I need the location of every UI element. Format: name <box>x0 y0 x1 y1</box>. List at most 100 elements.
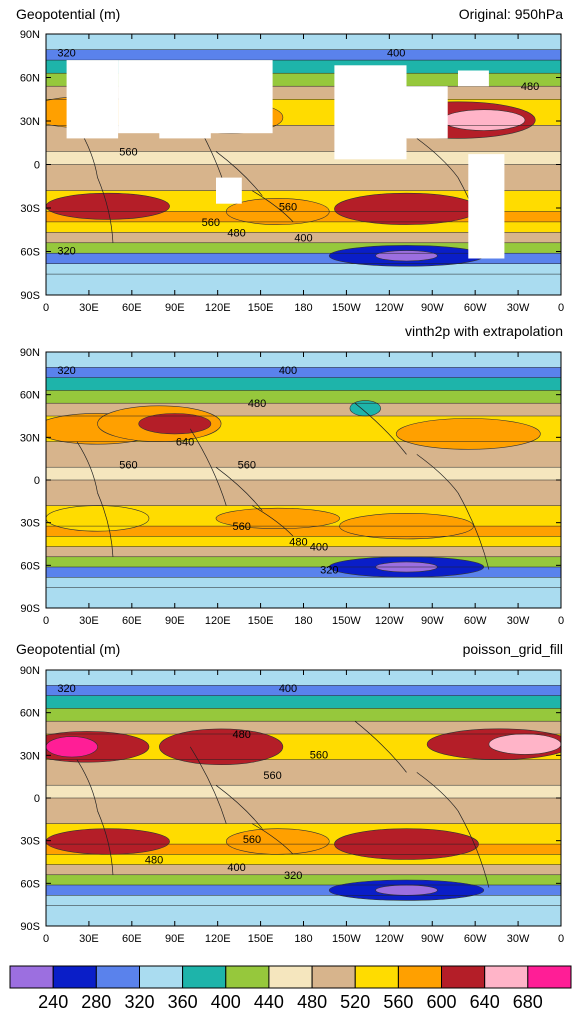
coastline <box>189 428 227 506</box>
colorbar-swatch <box>484 965 529 989</box>
y-tick-label: 90S <box>20 921 40 933</box>
x-tick-label: 60E <box>122 615 142 627</box>
x-tick-label: 150W <box>332 302 361 314</box>
field-band <box>46 895 561 907</box>
field-band <box>46 854 561 866</box>
map-fill <box>46 352 561 608</box>
contour-label: 480 <box>233 729 251 741</box>
colorbar-swatch <box>225 965 270 989</box>
colorbar: 240 280 320 360 400 440 480 520 560 600 640 680 <box>9 965 572 1012</box>
y-tick-label: 30N <box>20 432 40 444</box>
field-band <box>46 526 561 537</box>
field-cell <box>442 109 526 131</box>
y-tick-label: 30N <box>20 116 40 128</box>
field-band <box>46 685 561 697</box>
field-band <box>46 874 561 886</box>
panel-subtitle: vinth2p with extrapolation <box>405 323 563 339</box>
contour-label: 400 <box>387 47 405 59</box>
coastline <box>354 402 407 455</box>
coastline <box>354 720 407 773</box>
x-tick-label: 150E <box>248 302 274 314</box>
field-band <box>46 587 561 608</box>
x-tick-label: 120W <box>375 933 404 945</box>
colorbar-label: 280 <box>81 992 111 1012</box>
field-band <box>46 390 561 404</box>
field-band <box>46 274 561 295</box>
y-tick-label: 60S <box>20 560 40 572</box>
x-tick-label: 60W <box>464 302 487 314</box>
panel-subtitle: Original: 950hPa <box>459 6 564 22</box>
field-band <box>46 151 561 165</box>
colorbar-swatch <box>397 965 443 989</box>
x-tick-label: 90W <box>421 615 444 627</box>
x-tick-label: 150W <box>332 933 361 945</box>
coastline <box>251 190 294 223</box>
field-band <box>46 367 561 379</box>
contour-label: 400 <box>279 683 297 695</box>
x-tick-label: 0 <box>43 302 49 314</box>
colorbar-swatch <box>441 965 486 989</box>
missing-data-region <box>385 86 448 139</box>
colorbar-swatch <box>268 965 313 989</box>
colorbar-swatch <box>139 965 184 989</box>
x-tick-label: 30E <box>79 615 99 627</box>
x-tick-label: 120E <box>205 302 231 314</box>
y-tick-label: 90N <box>20 29 40 41</box>
colorbar-label: 480 <box>297 992 327 1012</box>
y-tick-label: 90S <box>20 603 40 615</box>
x-tick-label: 90W <box>421 302 444 314</box>
y-tick-label: 90S <box>20 290 40 302</box>
contour-label: 320 <box>284 870 302 882</box>
y-axis: 90N 60N 30N 0 30S 60S 90S <box>20 665 561 933</box>
coastline <box>416 772 459 812</box>
field-band <box>46 467 561 481</box>
x-tick-label: 30W <box>507 933 530 945</box>
coastline <box>97 177 114 243</box>
contour-label: 480 <box>227 227 245 239</box>
panel-vinth2p: vinth2p with extrapolation 0 30E 60E 90E 120… <box>20 323 564 627</box>
x-tick-label: 30W <box>507 302 530 314</box>
contour-label: 400 <box>227 862 245 874</box>
colorbar-label: 360 <box>168 992 198 1012</box>
y-axis: 90N 60N 30N 0 30S 60S 90S <box>20 347 561 615</box>
field-band <box>46 785 561 799</box>
field-cell <box>46 192 170 220</box>
field-band <box>46 221 561 233</box>
colorbar-label: 520 <box>340 992 370 1012</box>
x-tick-label: 90E <box>165 302 185 314</box>
field-band <box>46 253 561 265</box>
x-tick-label: 150W <box>332 615 361 627</box>
contour-label: 480 <box>145 854 163 866</box>
contour-label: 480 <box>248 398 266 410</box>
field-band <box>46 567 561 578</box>
y-tick-label: 0 <box>34 475 40 487</box>
field-cell <box>215 507 340 529</box>
x-tick-label: 150E <box>248 933 274 945</box>
field-cell <box>488 733 561 755</box>
colorbar-label: 440 <box>254 992 284 1012</box>
field-band <box>46 377 561 391</box>
x-tick-label: 30E <box>79 933 99 945</box>
map-fill <box>46 670 561 926</box>
panel-subtitle: poisson_grid_fill <box>463 641 563 657</box>
missing-data-region <box>216 177 242 204</box>
y-tick-label: 0 <box>34 793 40 805</box>
coastline <box>457 492 490 570</box>
coastline <box>215 151 263 197</box>
field-cell <box>375 250 438 262</box>
field-band <box>46 546 561 558</box>
field-band <box>46 577 561 589</box>
contour-label: 400 <box>310 542 328 554</box>
x-tick-label: 0 <box>43 615 49 627</box>
contour-label: 560 <box>263 770 281 782</box>
y-tick-label: 90N <box>20 347 40 359</box>
contour-label: 560 <box>238 460 256 472</box>
panel-title: Geopotential (m) <box>16 6 120 22</box>
colorbar-swatch <box>527 965 572 989</box>
field-band <box>46 864 561 876</box>
field-band <box>46 721 561 735</box>
missing-data-region <box>159 112 211 139</box>
x-axis: 0 30E 60E 90E 120E 150E 180 150W 120W 90W 60W 30W 0 <box>43 34 564 314</box>
contour-label: 560 <box>279 201 297 213</box>
field-band <box>46 759 561 786</box>
